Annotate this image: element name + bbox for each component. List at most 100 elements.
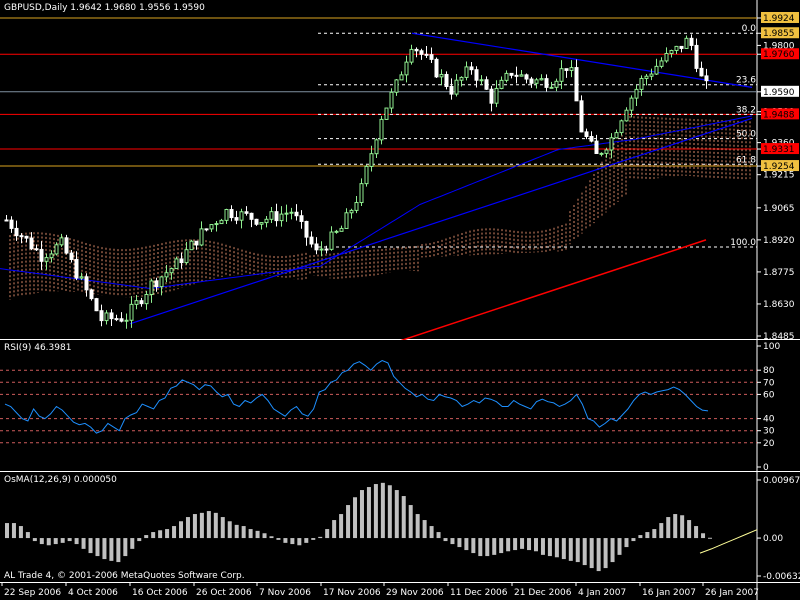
osma-bar <box>554 538 559 558</box>
osma-bar <box>46 538 51 546</box>
candle-body <box>279 213 284 222</box>
rsi-line <box>4 359 709 434</box>
osma-bar <box>631 538 636 542</box>
candle-body <box>104 312 109 322</box>
candle-body <box>144 293 149 305</box>
price-label-text: 1.9590 <box>763 88 795 98</box>
candle-body <box>289 211 294 214</box>
candle-body <box>9 219 14 229</box>
candle-body <box>84 276 89 291</box>
osma-bar <box>443 538 448 542</box>
osma-bar <box>527 538 532 551</box>
osma-bar <box>339 514 344 539</box>
time-axis-label: 17 Nov 2006 <box>323 588 381 598</box>
osma-bar <box>81 538 86 549</box>
osma-bar <box>422 520 427 539</box>
main-price-pane[interactable]: 0.023.638.250.061.8100.01.99241.98551.98… <box>0 0 800 340</box>
osma-axis-label: -0.00632 <box>763 572 800 582</box>
candle-body <box>229 208 234 219</box>
candle-body <box>704 75 709 82</box>
osma-bar <box>158 530 163 539</box>
candle-body <box>469 66 474 71</box>
candle-body <box>479 79 484 82</box>
candle-body <box>389 91 394 109</box>
main-chart-svg[interactable]: 0.023.638.250.061.8100.01.99241.98551.98… <box>0 0 800 340</box>
price-label-box <box>761 143 799 155</box>
price-label-box <box>761 12 799 23</box>
osma-bar <box>116 538 121 563</box>
fib-label: 23.6 <box>736 76 756 86</box>
osma-pane[interactable]: 0.009674 0.00 -0.00632 22 Sep 2006 4 Oct 200… <box>0 472 800 600</box>
moving-average-fast <box>0 115 753 289</box>
osma-bar <box>401 496 406 539</box>
osma-bar <box>165 529 170 539</box>
candle-body <box>379 118 384 141</box>
price-label-text: 1.9760 <box>763 50 795 60</box>
osma-bar <box>687 520 692 539</box>
osma-bar <box>11 523 16 539</box>
moving-average-slow <box>400 239 707 340</box>
candle-body <box>44 257 49 262</box>
osma-signal-line <box>699 529 758 554</box>
osma-bar <box>248 529 253 539</box>
candle-body <box>49 253 54 259</box>
fib-label: 61.8 <box>736 155 756 165</box>
osma-bar <box>666 517 671 539</box>
candle-body <box>464 66 469 78</box>
osma-bar <box>179 521 184 539</box>
price-label-text: 1.9331 <box>763 145 795 155</box>
osma-bar <box>304 538 309 543</box>
time-axis-label: 11 Dec 2006 <box>450 588 508 598</box>
osma-bar <box>624 538 629 548</box>
candle-body <box>204 228 209 231</box>
candle-body <box>304 220 309 238</box>
price-label-text: 1.9254 <box>763 162 795 172</box>
candle-body <box>359 183 364 204</box>
candle-body <box>4 219 9 222</box>
time-axis-label: 7 Nov 2006 <box>259 588 311 598</box>
candle-body <box>604 149 609 154</box>
candle-body <box>444 73 449 87</box>
candle-body <box>99 310 104 322</box>
candle-body <box>419 50 424 55</box>
osma-bar <box>32 538 37 542</box>
candle-body <box>89 289 94 300</box>
osma-bar <box>130 538 135 549</box>
candle-body <box>589 135 594 142</box>
candle-body <box>394 79 399 93</box>
rsi-pane[interactable]: 100 80 70 60 40 30 20 0 RSI(9) 46.3981 <box>0 340 800 472</box>
candle-body <box>354 202 359 211</box>
candle-body <box>79 276 84 279</box>
osma-bar <box>283 538 288 543</box>
candle-body <box>64 237 69 254</box>
osma-bar <box>603 538 608 569</box>
osma-bar <box>485 538 490 557</box>
osma-bar <box>199 512 204 539</box>
candle-body <box>424 53 429 56</box>
osma-bar <box>53 538 58 545</box>
osma-bar <box>60 538 65 543</box>
osma-bar <box>172 526 177 539</box>
main-pane-title: GBPUSD,Daily 1.9642 1.9680 1.9556 1.9590 <box>4 3 205 13</box>
osma-bar <box>638 535 643 539</box>
osma-chart-svg[interactable]: 0.009674 0.00 -0.00632 22 Sep 2006 4 Oct 200… <box>0 472 800 600</box>
time-axis-label: 4 Jan 2007 <box>578 588 626 598</box>
osma-bar <box>652 529 657 539</box>
osma-bar <box>39 538 44 545</box>
osma-bar <box>206 511 211 539</box>
candle-body <box>434 58 439 78</box>
candle-body <box>364 165 369 185</box>
rsi-chart-svg[interactable]: 100 80 70 60 40 30 20 0 <box>0 340 800 472</box>
osma-bar <box>25 532 30 539</box>
candle-body <box>404 61 409 76</box>
candle-body <box>149 280 154 295</box>
candle-body <box>454 79 459 95</box>
osma-bar <box>332 520 337 539</box>
candle-body <box>14 227 19 237</box>
osma-bar <box>88 538 93 554</box>
candle-body <box>264 218 269 224</box>
candle-body <box>224 208 229 221</box>
price-axis-label: 1.9800 <box>763 41 795 51</box>
candle-body <box>654 65 659 75</box>
candle-body <box>189 240 194 251</box>
